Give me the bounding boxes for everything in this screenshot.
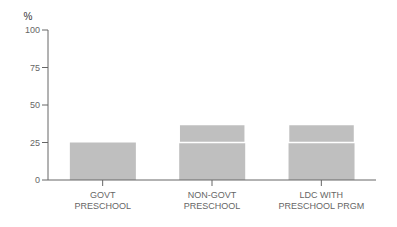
svg-text:100: 100 bbox=[25, 25, 40, 35]
svg-text:75: 75 bbox=[30, 63, 40, 73]
svg-text:50: 50 bbox=[30, 100, 40, 110]
svg-text:25: 25 bbox=[30, 138, 40, 148]
svg-text:0: 0 bbox=[35, 175, 40, 185]
svg-text:GOVTPRESCHOOL: GOVTPRESCHOOL bbox=[74, 190, 131, 211]
svg-text:%: % bbox=[24, 11, 33, 22]
svg-text:NON-GOVTPRESCHOOL: NON-GOVTPRESCHOOL bbox=[184, 190, 241, 211]
svg-text:LDC WITHPRESCHOOL PRGM: LDC WITHPRESCHOOL PRGM bbox=[278, 190, 364, 211]
